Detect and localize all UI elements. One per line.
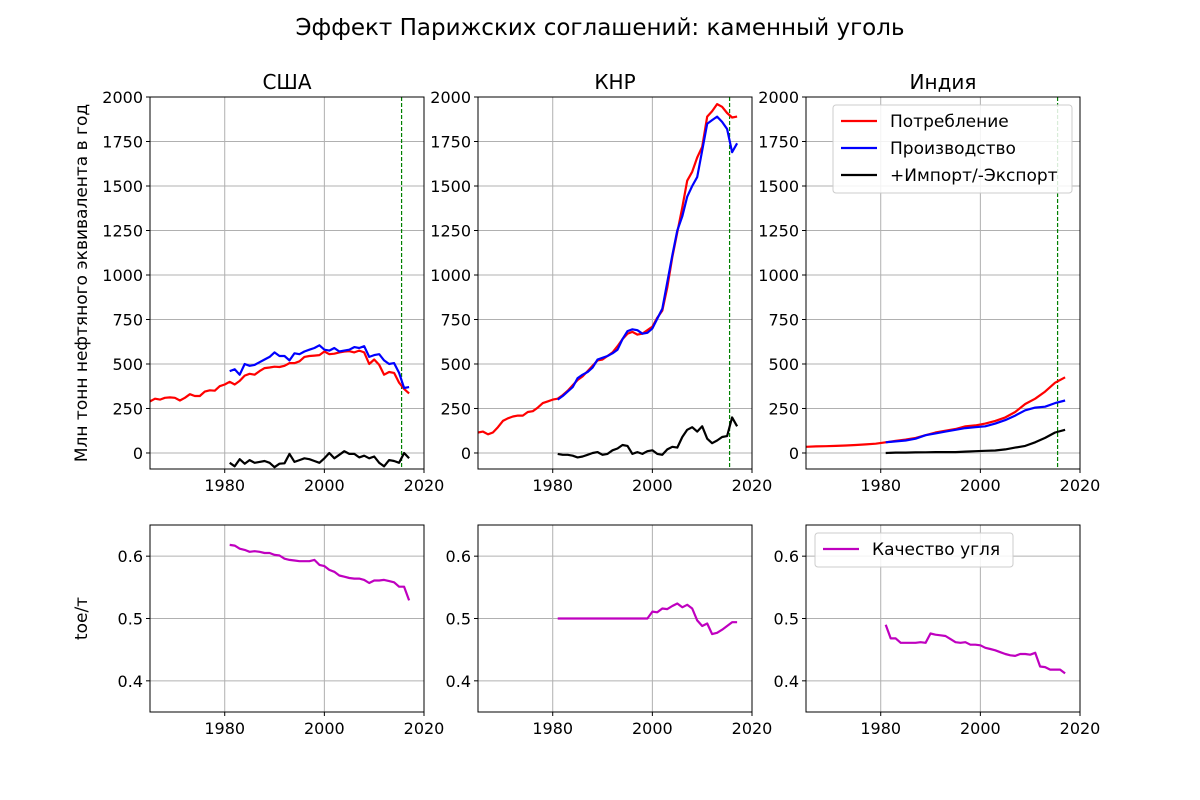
x-tick-label: 1980 [204,719,245,738]
panels: 1980 2000 2020 0 250 500 750 1000 1250 1500 1750 20… [72,70,1100,738]
y-tick-label: 1000 [430,266,471,285]
series-line-потребление [478,102,738,436]
y-tick-label: 0.4 [774,672,799,691]
panel-title: США [262,70,311,94]
y-tick-label: 500 [768,355,799,374]
y-tick-label: 500 [112,355,143,374]
y-tick-label: 1250 [758,221,799,240]
y-tick-label: 1750 [758,132,799,151]
legend: Качество угля [814,532,1014,568]
series-line-потребление [806,376,1066,448]
y-tick-label: 1500 [102,177,143,196]
y-tick-label: 2000 [102,88,143,107]
plot-frame [805,524,1081,713]
x-tick-label: 1980 [860,719,901,738]
series-line-производство [885,399,1066,444]
y-tick-label: 750 [768,310,799,329]
series-line-качество-угля [229,543,411,601]
y-tick-label: 750 [440,310,471,329]
plot-frame [477,524,753,713]
legend-label: Производство [890,139,1016,159]
y-tick-label: 1500 [758,177,799,196]
plot-frame [149,96,425,470]
panel-4: 1980 2000 2020 0.4 0.5 0.6 toe/т [72,524,445,738]
y-tick-label: 0 [133,444,143,463]
y-tick-label: 250 [112,399,143,418]
y-tick-label: 0.5 [118,610,143,629]
legend-label: Потребление [890,112,1009,132]
y-tick-label: 250 [768,399,799,418]
x-tick-label: 1980 [532,476,573,495]
series-line-импорт-экспорт [557,416,739,459]
panel-5: 1980 2000 2020 0.4 0.5 0.6 [446,524,773,738]
x-tick-label: 2020 [1060,476,1101,495]
series-line-производство [557,115,739,401]
series-line-импорт-экспорт [229,450,410,469]
y-tick-label: 750 [112,310,143,329]
legend: Потребление Производство +Импорт/-Экспорт [832,104,1073,194]
legend-box [832,104,1073,194]
y-tick-label: 0.4 [118,672,143,691]
x-tick-label: 2000 [960,719,1001,738]
series-line-импорт-экспорт [885,428,1066,455]
x-tick-label: 2000 [304,719,345,738]
x-tick-label: 2020 [404,719,445,738]
figure-title: Эффект Парижских соглашений: каменный уг… [296,15,905,41]
legend-label: +Импорт/-Экспорт [890,166,1058,186]
legend-box [814,532,1014,568]
panel-3: 1980 2000 2020 0 250 500 750 1000 1250 1500 1750 20… [758,70,1100,495]
y-tick-label: 1750 [430,132,471,151]
series-line-качество-угля [884,624,1066,675]
y-tick-label: 2000 [758,88,799,107]
y-tick-label: 1500 [430,177,471,196]
y-tick-label: 0 [789,444,799,463]
y-axis-label: toe/т [72,597,92,640]
y-tick-label: 0.5 [446,610,471,629]
y-tick-label: 250 [440,399,471,418]
y-tick-label: 1250 [102,221,143,240]
panel-title: Индия [910,70,977,94]
y-tick-label: 500 [440,355,471,374]
y-tick-label: 1000 [102,266,143,285]
y-tick-label: 1250 [430,221,471,240]
y-tick-label: 0.6 [774,547,799,566]
x-tick-label: 2000 [632,476,673,495]
y-tick-label: 0 [461,444,471,463]
x-tick-label: 1980 [860,476,901,495]
plot-frame [805,96,1081,470]
y-tick-label: 0.4 [446,672,471,691]
y-tick-label: 1750 [102,132,143,151]
x-tick-label: 1980 [204,476,245,495]
plot-frame [149,524,425,713]
y-tick-label: 0.5 [774,610,799,629]
panel-2: 1980 2000 2020 0 250 500 750 1000 1250 1500 1750 20… [430,70,772,495]
y-tick-label: 0.6 [118,547,143,566]
y-tick-label: 2000 [430,88,471,107]
x-tick-label: 1980 [532,719,573,738]
series-line-производство [229,344,410,390]
legend-label: Качество угля [872,540,1000,560]
y-axis-label: Млн тонн нефтяного эквивалента в год [72,104,92,462]
x-tick-label: 2020 [732,476,773,495]
series-line-потребление [150,349,410,403]
x-tick-label: 2020 [732,719,773,738]
series-line-качество-угля [557,602,738,636]
y-tick-label: 0.6 [446,547,471,566]
panel-title: КНР [594,70,635,94]
x-tick-label: 2000 [960,476,1001,495]
y-tick-label: 1000 [758,266,799,285]
plot-frame [477,96,753,470]
x-tick-label: 2000 [304,476,345,495]
panel-1: 1980 2000 2020 0 250 500 750 1000 1250 1500 1750 20… [72,70,444,495]
panel-6: 1980 2000 2020 0.4 0.5 0.6 Качество угля [774,524,1101,738]
x-tick-label: 2020 [404,476,445,495]
x-tick-label: 2000 [632,719,673,738]
x-tick-label: 2020 [1060,719,1101,738]
